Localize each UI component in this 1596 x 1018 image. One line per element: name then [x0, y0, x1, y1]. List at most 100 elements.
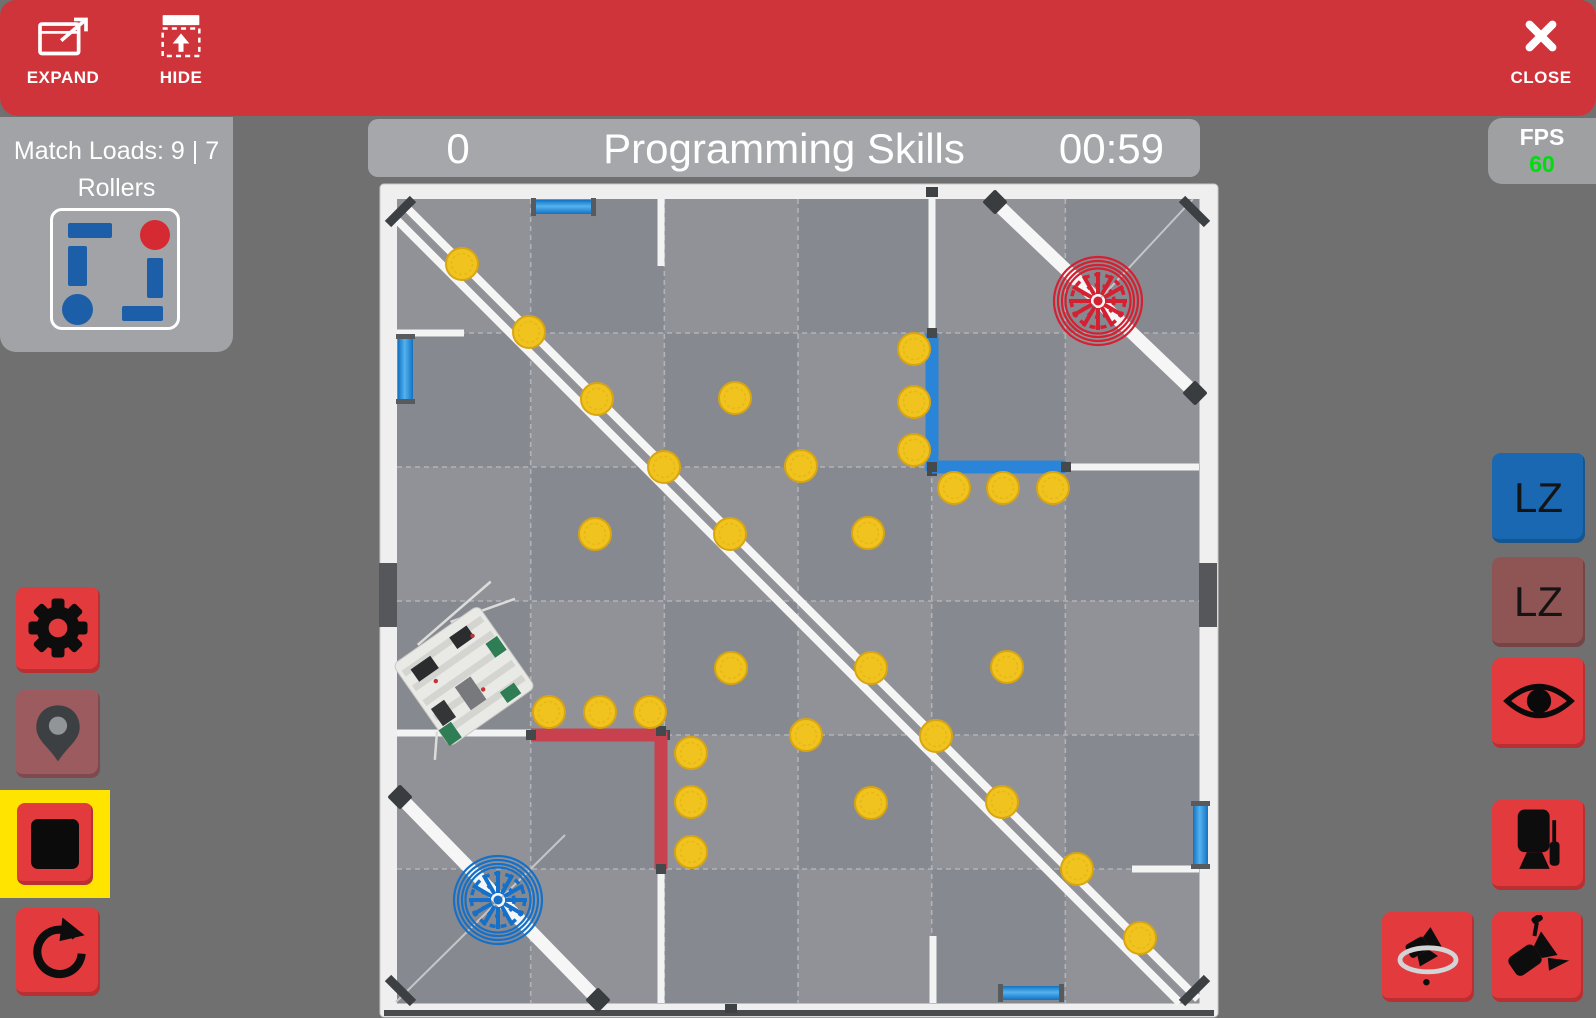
- roller: [398, 338, 413, 400]
- bar-end-cap: [1061, 462, 1071, 472]
- wall-tab: [1199, 563, 1217, 627]
- blue-high-goal: [452, 854, 544, 946]
- visibility-button[interactable]: [1492, 658, 1585, 748]
- fps-label: FPS: [1519, 124, 1565, 150]
- disc: [1036, 471, 1070, 505]
- hide-label: HIDE: [159, 68, 203, 87]
- disc: [851, 516, 885, 550]
- roller-bracket: [591, 198, 596, 216]
- loading-zone-red-button[interactable]: LZ: [1492, 557, 1585, 647]
- roller-marker: [68, 223, 112, 238]
- fps-panel: FPS 60: [1488, 118, 1596, 184]
- bar-end-cap: [656, 726, 666, 736]
- disc: [674, 736, 708, 770]
- bar-end-cap: [927, 328, 937, 338]
- barrier-end-bracket: [388, 785, 412, 809]
- disc: [578, 517, 612, 551]
- foam-tile: [931, 869, 1066, 1004]
- lz-blue-label: LZ: [1513, 474, 1563, 521]
- foam-tile: [1065, 333, 1200, 468]
- disc: [919, 719, 953, 753]
- goal-marker: [62, 294, 93, 325]
- roller-bracket: [531, 198, 536, 216]
- foam-tile: [798, 199, 933, 334]
- roller-status-diagram: [50, 208, 180, 330]
- disc: [445, 247, 479, 281]
- gear-icon: [22, 592, 94, 669]
- foam-tile: [664, 199, 799, 334]
- goal-cable: [1097, 198, 1194, 302]
- disc: [897, 433, 931, 467]
- disc: [985, 785, 1019, 819]
- disc: [1060, 852, 1094, 886]
- disc: [854, 786, 888, 820]
- orbit-camera-icon: [1388, 915, 1468, 1000]
- roller-bracket: [1059, 984, 1064, 1002]
- roller-marker: [68, 246, 87, 286]
- rollers-label: Rollers: [77, 174, 156, 202]
- disc: [784, 449, 818, 483]
- bar-end-cap: [927, 462, 937, 472]
- disc: [937, 471, 971, 505]
- barrier-end-bracket: [1183, 381, 1207, 405]
- red-high-goal: [1052, 255, 1144, 347]
- hide-button[interactable]: HIDE: [126, 10, 236, 106]
- field-viewport[interactable]: [360, 180, 1220, 1018]
- disc: [718, 381, 752, 415]
- disc: [583, 695, 617, 729]
- roller-bracket: [998, 984, 1003, 1002]
- field-frame-shadow: [384, 1010, 1214, 1016]
- roller-bracket: [396, 334, 415, 339]
- camera-icon: [1498, 913, 1578, 1000]
- goal-cable: [395, 834, 566, 1003]
- roller-bracket: [1191, 864, 1210, 869]
- bar-end-cap: [526, 730, 536, 740]
- goal-marker: [140, 220, 170, 250]
- location-button[interactable]: [16, 690, 100, 778]
- disc: [647, 450, 681, 484]
- lz-maroon-label: LZ: [1513, 578, 1563, 625]
- disc: [714, 651, 748, 685]
- hide-panel-icon: [156, 10, 206, 62]
- roller-marker: [122, 306, 163, 321]
- roller-bracket: [1191, 801, 1210, 806]
- expand-window-icon: [35, 10, 91, 62]
- foam-tile: [931, 333, 1066, 468]
- camera-button[interactable]: [1492, 912, 1583, 1002]
- foam-tile: [397, 467, 532, 602]
- robot: [394, 580, 534, 760]
- roller: [1002, 986, 1060, 1000]
- expand-button[interactable]: EXPAND: [8, 10, 118, 106]
- corner-barrier-pipe: [988, 195, 1202, 400]
- disc: [713, 517, 747, 551]
- brain-view-button[interactable]: [1492, 800, 1585, 890]
- reset-button[interactable]: [16, 908, 100, 996]
- stop-button[interactable]: [0, 790, 110, 898]
- disc: [580, 382, 614, 416]
- disc: [897, 385, 931, 419]
- corner-bracket: [384, 195, 417, 228]
- close-label: CLOSE: [1510, 68, 1572, 87]
- disc: [532, 695, 566, 729]
- scoreboard: 0 Programming Skills 00:59: [368, 119, 1200, 177]
- disc: [633, 695, 667, 729]
- settings-button[interactable]: [16, 587, 100, 673]
- foam-tile: [1065, 467, 1200, 602]
- disc: [512, 315, 546, 349]
- barrier-end-bracket: [586, 988, 610, 1012]
- foam-tile: [931, 199, 1066, 334]
- loading-zone-blue-button[interactable]: LZ: [1492, 453, 1585, 543]
- stop-icon: [31, 819, 79, 869]
- foam-tile: [1065, 601, 1200, 736]
- expand-label: EXPAND: [26, 68, 100, 87]
- top-bar: EXPAND HIDE CLOSE: [0, 0, 1596, 116]
- orbit-camera-button[interactable]: [1382, 912, 1474, 1002]
- foam-tile: [1065, 735, 1200, 870]
- foam-tile: [798, 869, 933, 1004]
- corner-bracket: [1178, 195, 1211, 228]
- close-button[interactable]: CLOSE: [1486, 10, 1596, 106]
- wall-mark: [926, 187, 938, 197]
- disc: [990, 650, 1024, 684]
- disc: [1123, 921, 1157, 955]
- close-icon: [1519, 10, 1563, 62]
